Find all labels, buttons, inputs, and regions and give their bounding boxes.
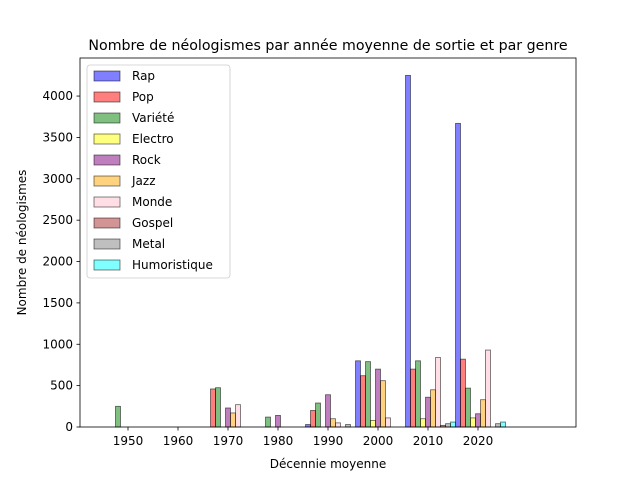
y-tick-label: 3000 bbox=[42, 172, 73, 186]
legend-swatch-metal bbox=[93, 238, 121, 250]
legend-label-metal: Metal bbox=[132, 237, 165, 251]
bar-jazz-2000 bbox=[380, 380, 386, 428]
x-tick-label: 1970 bbox=[213, 434, 244, 448]
x-tick-label: 1960 bbox=[163, 434, 194, 448]
bar-pop-2020 bbox=[460, 358, 466, 428]
y-tick-label: 1000 bbox=[42, 337, 73, 351]
bar-variété-1980 bbox=[265, 416, 271, 428]
x-tick-label: 2000 bbox=[363, 434, 394, 448]
legend-swatch-electro bbox=[93, 133, 121, 145]
bar-metal-2020 bbox=[495, 423, 501, 428]
bar-variété-2010 bbox=[415, 360, 421, 428]
bar-pop-2000 bbox=[360, 375, 366, 428]
x-axis-label: Décennie moyenne bbox=[270, 457, 386, 471]
bar-humoristique-2020 bbox=[500, 421, 506, 428]
legend: Rap Pop Variété Electro Rock Jazz Monde Gospel M… bbox=[86, 64, 231, 279]
bar-rap-2000 bbox=[355, 360, 361, 428]
bar-rap-2010 bbox=[405, 74, 411, 428]
y-tick-label: 2000 bbox=[42, 255, 73, 269]
x-tick-label: 2020 bbox=[463, 434, 494, 448]
bar-jazz-2020 bbox=[480, 399, 486, 428]
bar-rock-1980 bbox=[275, 415, 281, 428]
legend-label-rock: Rock bbox=[132, 153, 161, 167]
x-axis: 1950 1960 1970 1980 1990 2000 2010 2020 bbox=[113, 427, 494, 448]
bar-variété-1950 bbox=[115, 405, 121, 428]
legend-swatch-jazz bbox=[93, 175, 121, 187]
bar-rock-2010 bbox=[425, 396, 431, 428]
bar-monde-2010 bbox=[435, 357, 441, 428]
bar-rock-1970 bbox=[225, 407, 231, 428]
bar-metal-2010 bbox=[445, 423, 451, 428]
chart-title: Nombre de néologismes par année moyenne … bbox=[88, 38, 567, 54]
legend-swatch-monde bbox=[93, 196, 121, 208]
x-tick-label: 1950 bbox=[113, 434, 144, 448]
bar-humoristique-2010 bbox=[450, 421, 456, 428]
legend-swatch-pop bbox=[93, 91, 121, 103]
bar-pop-1990 bbox=[310, 410, 316, 428]
bar-variété-1970 bbox=[215, 387, 221, 428]
bar-monde-2000 bbox=[385, 417, 391, 428]
legend-swatch-rap bbox=[93, 70, 121, 82]
y-tick-label: 500 bbox=[50, 379, 73, 393]
legend-label-rap: Rap bbox=[132, 69, 155, 83]
legend-label-jazz: Jazz bbox=[131, 174, 156, 188]
bar-rock-2020 bbox=[475, 413, 481, 428]
legend-label-pop: Pop bbox=[132, 90, 154, 104]
legend-swatch-gospel bbox=[93, 217, 121, 229]
bar-monde-1990 bbox=[335, 422, 341, 428]
bar-electro-2020 bbox=[470, 417, 476, 428]
bar-pop-2010 bbox=[410, 368, 416, 428]
legend-swatch-humoristique bbox=[93, 259, 121, 271]
legend-label-gospel: Gospel bbox=[132, 216, 173, 230]
y-axis: 0 500 1000 1500 2000 2500 3000 3500 4000 bbox=[42, 89, 80, 434]
bar-jazz-1970 bbox=[230, 412, 236, 428]
legend-label-electro: Electro bbox=[132, 132, 174, 146]
bar-variété-2000 bbox=[365, 361, 371, 428]
bar-monde-2020 bbox=[485, 349, 491, 428]
bar-electro-2000 bbox=[370, 419, 376, 428]
bar-jazz-1990 bbox=[330, 418, 336, 428]
bar-rap-2020 bbox=[455, 122, 461, 428]
y-tick-label: 2500 bbox=[42, 213, 73, 227]
bar-monde-1970 bbox=[235, 404, 241, 428]
bar-rock-2000 bbox=[375, 368, 381, 428]
x-tick-label: 1980 bbox=[263, 434, 294, 448]
legend-swatch-rock bbox=[93, 154, 121, 166]
y-tick-label: 0 bbox=[65, 420, 73, 434]
bar-variété-2020 bbox=[465, 387, 471, 428]
legend-box bbox=[86, 64, 231, 279]
x-tick-label: 1990 bbox=[313, 434, 344, 448]
bar-pop-1970 bbox=[210, 388, 216, 428]
bar-jazz-2010 bbox=[430, 389, 436, 428]
bar-rock-1990 bbox=[325, 394, 331, 428]
legend-swatch-variété bbox=[93, 112, 121, 124]
legend-label-monde: Monde bbox=[132, 195, 172, 209]
x-tick-label: 2010 bbox=[413, 434, 444, 448]
legend-label-humoristique: Humoristique bbox=[132, 258, 213, 272]
bar-electro-2010 bbox=[420, 418, 426, 428]
y-tick-label: 3500 bbox=[42, 130, 73, 144]
y-tick-label: 4000 bbox=[42, 89, 73, 103]
y-axis-label: Nombre de néologismes bbox=[15, 170, 29, 316]
y-tick-label: 1500 bbox=[42, 296, 73, 310]
bar-variété-1990 bbox=[315, 402, 321, 428]
legend-label-variété: Variété bbox=[132, 111, 174, 125]
